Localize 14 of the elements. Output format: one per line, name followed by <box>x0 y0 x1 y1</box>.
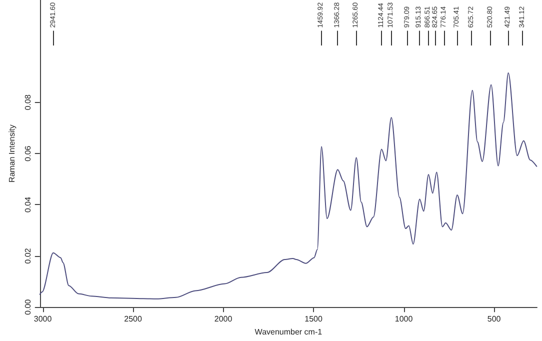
y-tick-label: 0.08 <box>23 94 32 110</box>
y-tick-label: 0.02 <box>23 248 32 264</box>
x-tick-label: 3000 <box>34 314 52 324</box>
y-tick-label: 0.00 <box>23 298 32 315</box>
y-axis-title: Raman Intensity <box>8 124 16 182</box>
x-axis-title: Wavenumber cm-1 <box>254 328 323 336</box>
x-tick-label: 2500 <box>124 314 142 324</box>
line-series <box>39 72 538 300</box>
y-tick-label: 0.04 <box>23 196 32 213</box>
y-tick-label: 0.06 <box>23 145 32 162</box>
x-tick-label: 500 <box>487 314 502 324</box>
x-tick-label: 1500 <box>304 314 323 324</box>
x-tick-label: 1000 <box>394 314 414 324</box>
x-tick-label: 2000 <box>214 314 233 324</box>
